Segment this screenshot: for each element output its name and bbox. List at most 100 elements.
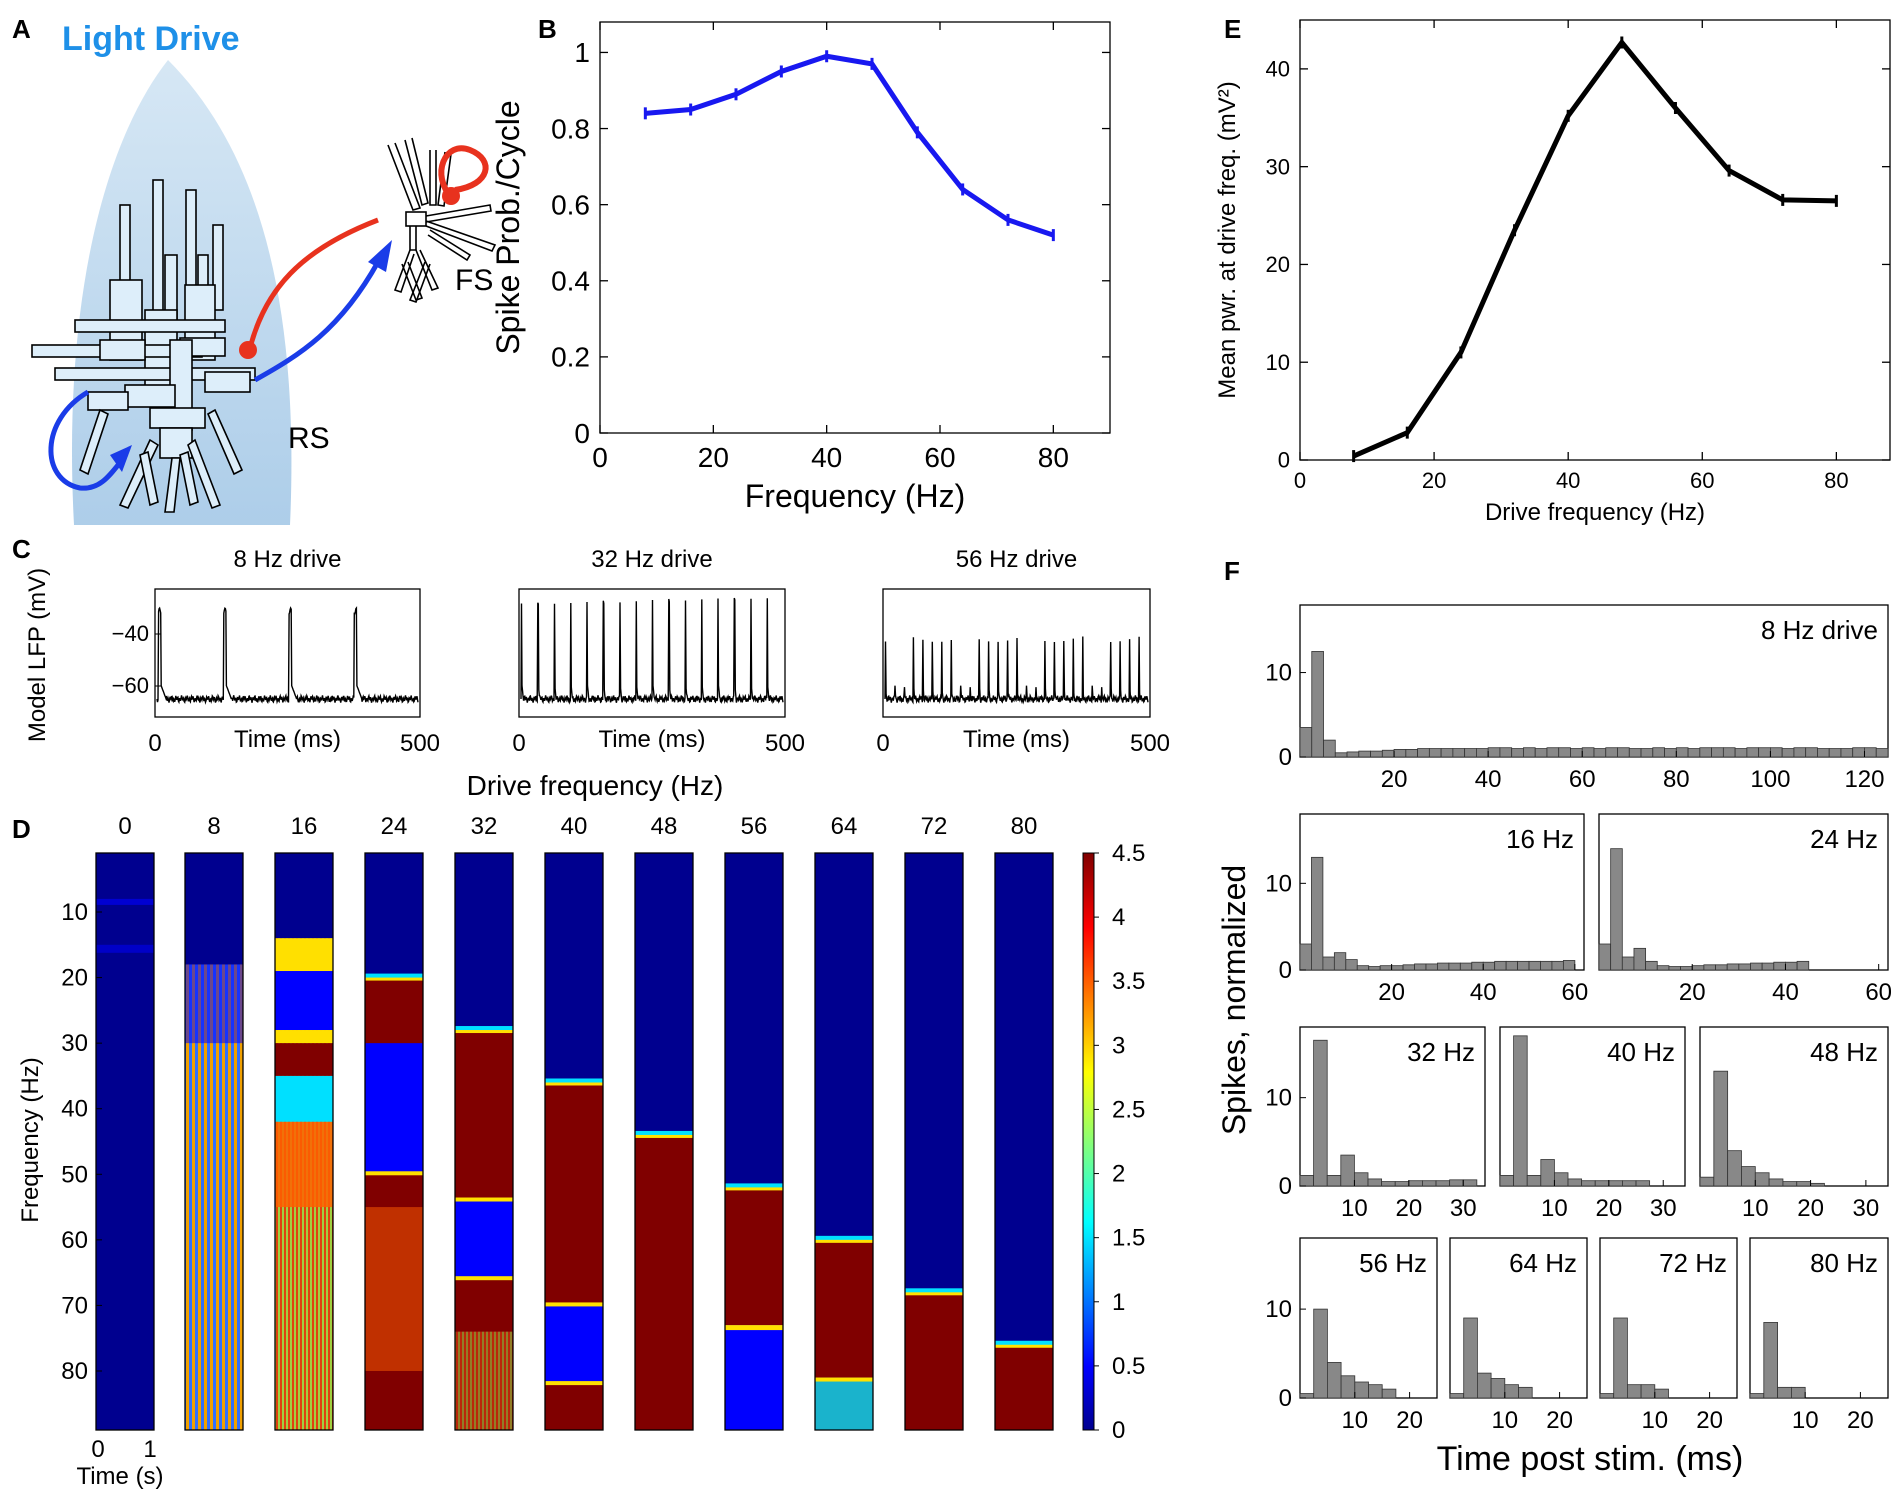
heatmap-frame — [95, 852, 155, 1431]
panel-letter-c: C — [12, 534, 31, 564]
y-tick-label: −60 — [112, 673, 149, 698]
hist-bar — [1449, 1393, 1465, 1399]
heatmap-band — [275, 938, 333, 972]
hist-title: 56 Hz — [1359, 1248, 1427, 1278]
hist-bar — [1326, 1175, 1342, 1187]
trace-title: 8 Hz drive — [233, 546, 341, 573]
heatmap-background — [96, 853, 154, 1430]
heatmap-frame — [184, 852, 244, 1431]
hist-title: 40 Hz — [1607, 1037, 1675, 1067]
hist-bar — [1428, 748, 1442, 758]
hist-bar — [1840, 748, 1854, 758]
x-tick-label: 1 — [143, 1436, 156, 1463]
heatmap-band — [455, 1200, 513, 1280]
hist-title: 80 Hz — [1810, 1248, 1878, 1278]
hist-bar — [1499, 747, 1513, 758]
hist-bar — [1605, 747, 1618, 758]
hist-bar — [1828, 748, 1842, 758]
column-label: 0 — [118, 813, 131, 840]
hist-bar — [1749, 1393, 1765, 1399]
heatmap-band — [455, 1331, 513, 1430]
hist-title: 72 Hz — [1659, 1248, 1727, 1278]
hist-bar — [1459, 962, 1473, 971]
heatmap-band — [545, 1305, 603, 1385]
excitatory-arrow-icon — [253, 260, 381, 383]
recurrent-arrow-icon — [48, 389, 124, 491]
heatmap-title: Drive frequency (Hz) — [467, 770, 724, 801]
y-tick-label: 0.8 — [551, 113, 590, 144]
hist-title: 48 Hz — [1810, 1037, 1878, 1067]
heatmap-band — [725, 1325, 783, 1430]
heatmap-frame — [364, 852, 424, 1431]
heatmap-band — [725, 1325, 783, 1331]
hist-bar — [1726, 963, 1740, 971]
hist-bar — [1613, 1317, 1628, 1399]
heatmap-band — [275, 1121, 333, 1208]
heatmap-frame — [454, 852, 514, 1431]
hist-bar — [1299, 1175, 1315, 1187]
hist-title: 24 Hz — [1810, 824, 1878, 854]
y-tick-label: 0.4 — [551, 266, 590, 297]
trace-frame — [154, 588, 421, 718]
column-label: 64 — [831, 813, 858, 840]
y-tick-label: 0 — [1279, 957, 1292, 984]
hist-bar — [1354, 1172, 1369, 1187]
hist-bar — [1440, 748, 1454, 758]
hist-bar — [1517, 960, 1530, 971]
hist-bar — [1422, 1180, 1437, 1187]
hist-bar — [1750, 962, 1763, 971]
hist-bar — [1640, 748, 1654, 758]
hist-bar — [1334, 752, 1348, 758]
hist-bar — [1781, 748, 1795, 758]
hist-bar — [1768, 1178, 1784, 1187]
heatmap-band — [635, 1134, 693, 1138]
hist-bar — [1746, 747, 1760, 758]
hist-bar — [1405, 749, 1418, 758]
x-tick-label: 500 — [400, 730, 440, 757]
hist-bar — [1340, 1154, 1355, 1187]
colorbar-tick-label: 4.5 — [1112, 840, 1145, 867]
hist-bar — [1379, 965, 1393, 971]
x-tick-label: 20 — [1396, 1407, 1423, 1434]
x-tick-label: 20 — [1381, 766, 1408, 793]
x-tick-label: 0 — [876, 730, 889, 757]
y-tick-label: 10 — [1265, 1296, 1292, 1323]
hist-bar — [1727, 1150, 1742, 1187]
hist-bar — [1680, 966, 1693, 971]
hist-bar — [1340, 1375, 1356, 1399]
fs-autapse-synapse-icon — [442, 187, 460, 205]
hist-bar — [1476, 748, 1489, 758]
hist-bar — [1761, 962, 1775, 971]
heatmap-band — [815, 1377, 873, 1430]
x-tick-label: 10 — [1541, 1195, 1568, 1222]
y-tick-label: 0 — [1279, 1385, 1292, 1412]
x-axis-label: Time (ms) — [963, 726, 1070, 753]
hist-bar — [1554, 1172, 1569, 1187]
colorbar-tick-label: 1 — [1112, 1289, 1125, 1316]
hist-bar — [1323, 739, 1336, 758]
heatmap-band — [545, 1302, 603, 1307]
heatmap-frame — [274, 852, 334, 1431]
hist-bar — [1471, 961, 1484, 971]
hist-bar — [1540, 1159, 1555, 1187]
x-tick-label: 60 — [1569, 766, 1596, 793]
x-tick-label: 20 — [1847, 1407, 1874, 1434]
fs-neuron-icon — [387, 137, 497, 304]
x-tick-label: 500 — [765, 730, 805, 757]
hist-bar — [1810, 1182, 1825, 1187]
panel-b-chart: 0 20 40 60 80 0 0.2 0.4 0.6 0.8 1 Frequency (Hz) Spi… — [490, 21, 1111, 514]
heatmap-band — [905, 1288, 963, 1294]
hist-bar — [1523, 747, 1536, 758]
y-axis-label: Mean pwr. at drive freq. (mV²) — [1214, 81, 1241, 398]
hist-bar — [1617, 747, 1630, 758]
hist-bar — [1513, 1035, 1528, 1187]
x-tick-label: 40 — [811, 442, 842, 473]
x-tick-label: 10 — [1792, 1407, 1819, 1434]
column-label: 80 — [1011, 813, 1038, 840]
hist-bar — [1773, 961, 1786, 971]
x-axis-label: Time post stim. (ms) — [1437, 1440, 1744, 1478]
hist-bar — [1599, 1393, 1615, 1399]
hist-bar — [1777, 1386, 1792, 1399]
x-tick-label: 10 — [1742, 1195, 1769, 1222]
